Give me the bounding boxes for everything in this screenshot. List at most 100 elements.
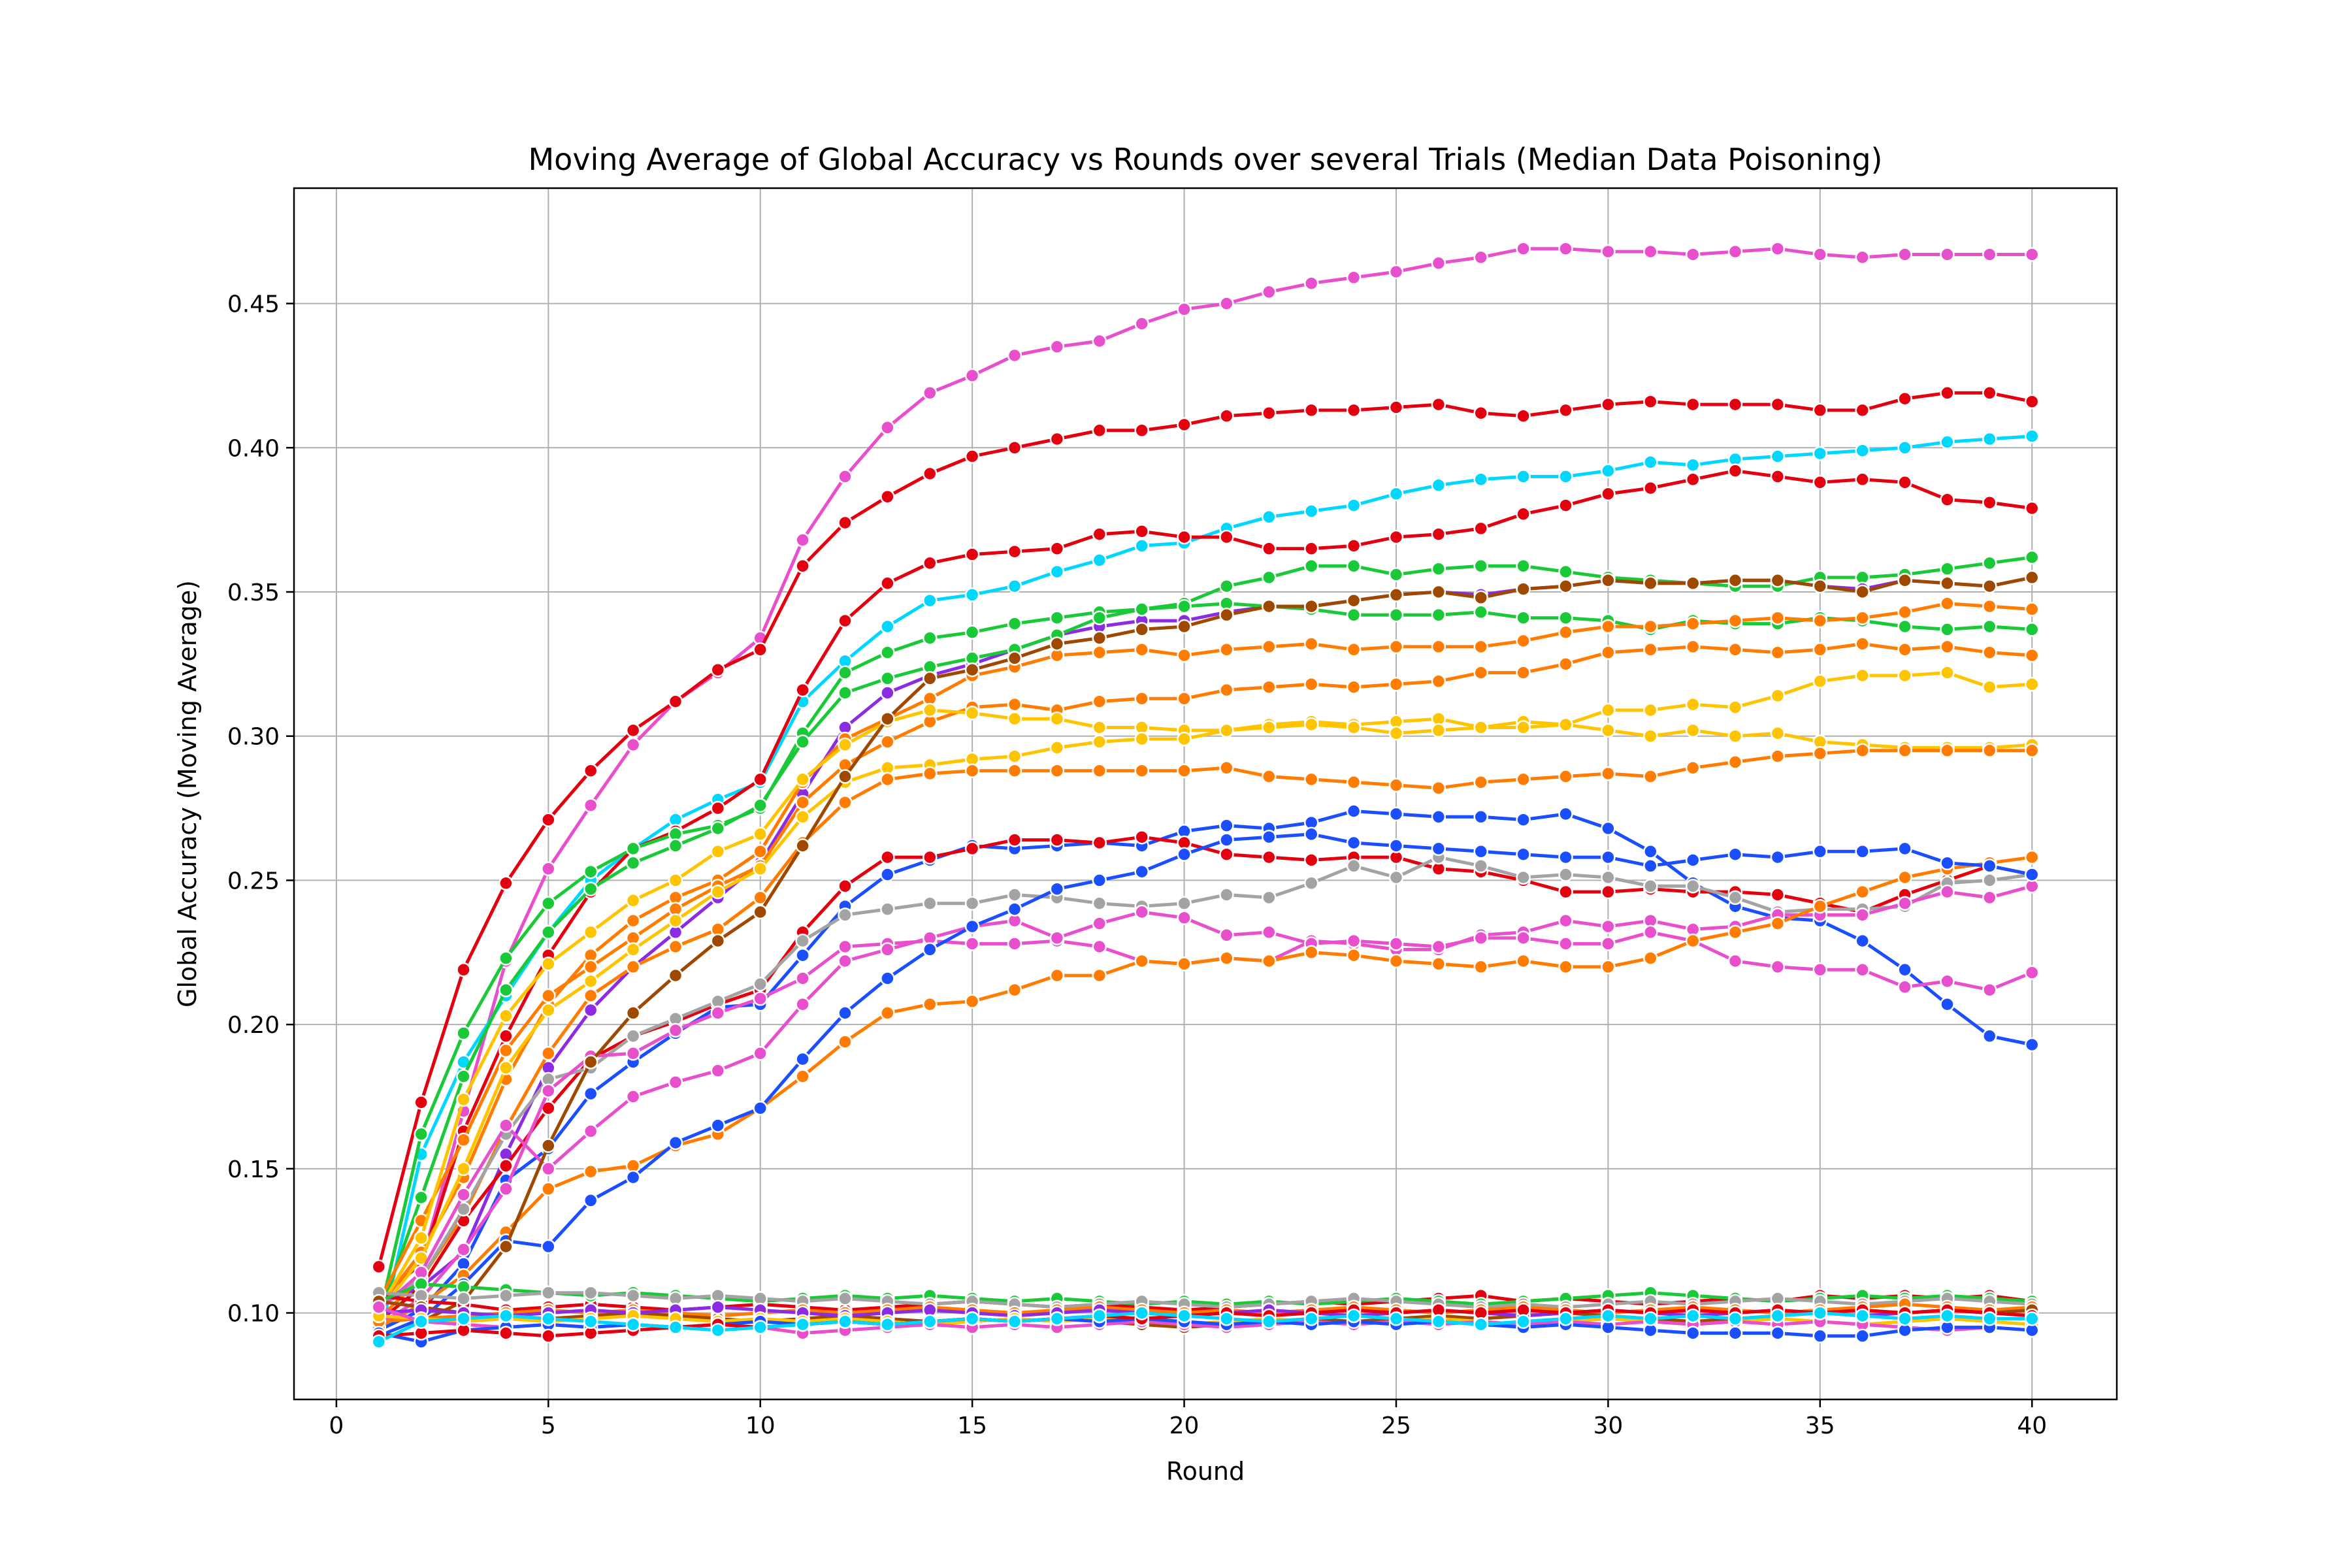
data-point	[1643, 702, 1658, 718]
data-point	[583, 881, 598, 896]
data-point	[583, 1314, 598, 1330]
data-point	[964, 841, 980, 857]
data-point	[1219, 642, 1234, 657]
data-point	[1982, 645, 1997, 660]
y-tick-label: 0.20	[227, 1012, 280, 1039]
data-point	[541, 1138, 556, 1153]
data-point	[1134, 1305, 1149, 1320]
data-point	[1855, 933, 1870, 949]
plot-frame	[293, 187, 2118, 1401]
data-point	[1601, 463, 1616, 478]
data-point	[880, 685, 895, 700]
x-tick-label: 20	[1169, 1413, 1200, 1439]
y-tick-label: 0.30	[227, 724, 280, 751]
data-point	[880, 772, 895, 787]
data-point	[1388, 529, 1404, 545]
data-point	[1558, 717, 1573, 732]
data-point	[795, 947, 810, 963]
series-line	[377, 642, 2033, 1303]
data-point	[753, 904, 768, 920]
data-point	[1049, 740, 1065, 755]
series-group	[371, 241, 2040, 1349]
data-point	[1897, 1311, 1912, 1326]
data-point	[1346, 1308, 1362, 1324]
data-point	[2024, 647, 2040, 663]
data-point	[414, 1095, 429, 1110]
data-point	[1727, 953, 1743, 969]
data-point	[1727, 642, 1743, 657]
data-point	[1134, 602, 1149, 617]
data-point	[1897, 668, 1912, 683]
data-point	[923, 996, 938, 1012]
data-point	[1346, 720, 1362, 735]
data-point	[2024, 549, 2040, 565]
data-point	[1177, 598, 1192, 614]
data-point	[923, 593, 938, 608]
data-point	[1516, 610, 1531, 625]
data-point	[456, 1132, 471, 1147]
data-point	[964, 919, 980, 934]
data-point	[710, 844, 726, 859]
data-point	[668, 694, 683, 709]
series-line	[378, 1311, 2033, 1343]
data-point	[1812, 446, 1828, 461]
data-point	[668, 873, 683, 888]
series-line	[378, 855, 2033, 1306]
data-point	[1219, 760, 1234, 776]
data-point	[1558, 867, 1573, 882]
data-point	[1134, 904, 1149, 920]
y-axis-title: Global Accuracy (Moving Average)	[173, 580, 202, 1007]
data-point	[1262, 829, 1277, 845]
data-point	[1007, 616, 1022, 631]
data-point	[753, 1320, 768, 1335]
data-point	[1601, 486, 1616, 502]
data-point	[1940, 247, 1955, 262]
data-point	[753, 1100, 768, 1116]
data-point	[923, 630, 938, 645]
data-point	[1388, 953, 1404, 969]
data-point	[1558, 610, 1573, 625]
data-point	[795, 1069, 810, 1084]
data-point	[964, 587, 980, 602]
data-point	[1473, 930, 1488, 945]
data-point	[1643, 455, 1658, 470]
data-point	[1516, 870, 1531, 885]
data-point	[541, 896, 556, 911]
data-point	[2024, 570, 2040, 585]
data-point	[1007, 936, 1022, 951]
data-point	[1855, 250, 1870, 265]
data-point	[1473, 959, 1488, 975]
data-point	[1770, 449, 1786, 464]
data-point	[1770, 849, 1786, 865]
x-tick-label: 30	[1593, 1413, 1623, 1439]
data-point	[1303, 598, 1319, 614]
data-point	[1812, 745, 1828, 761]
data-point	[1049, 1311, 1065, 1326]
data-point	[1770, 959, 1786, 975]
data-point	[710, 800, 726, 816]
data-point	[1940, 576, 1955, 591]
data-point	[838, 953, 853, 969]
data-point	[1940, 622, 1955, 637]
data-point	[1262, 570, 1277, 585]
data-point	[498, 1326, 514, 1341]
data-point	[1940, 973, 1955, 989]
data-point	[795, 559, 810, 574]
data-point	[710, 1063, 726, 1079]
data-point	[964, 625, 980, 640]
data-point	[1940, 743, 1955, 759]
data-point	[1431, 674, 1446, 689]
data-point	[2024, 247, 2040, 262]
data-point	[498, 951, 514, 966]
data-point	[1007, 832, 1022, 847]
data-point	[1177, 956, 1192, 972]
data-point	[625, 737, 641, 753]
data-point	[1262, 509, 1277, 525]
data-point	[964, 706, 980, 721]
data-point	[1177, 647, 1192, 663]
data-point	[625, 855, 641, 871]
data-point	[1812, 247, 1828, 262]
data-point	[880, 711, 895, 727]
data-point	[583, 988, 598, 1004]
y-tick-label: 0.45	[227, 291, 280, 318]
